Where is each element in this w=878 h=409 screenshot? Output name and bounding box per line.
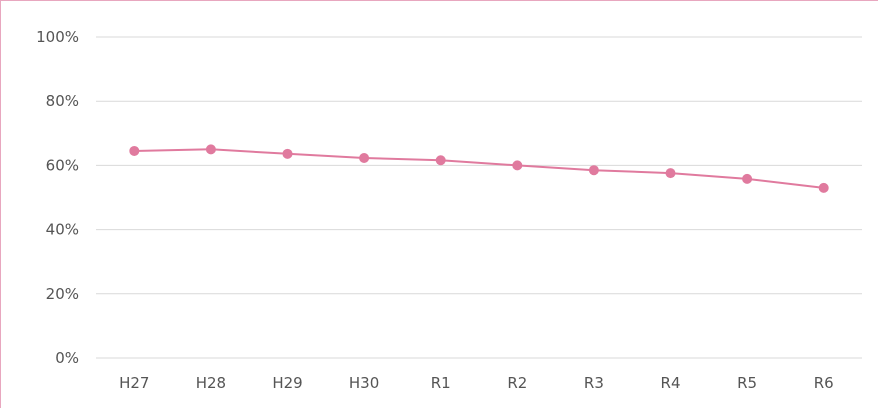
x-tick-label: R6 bbox=[814, 374, 834, 392]
x-tick-label: H29 bbox=[272, 374, 302, 392]
x-tick-label: H30 bbox=[349, 374, 379, 392]
data-point-H27 bbox=[129, 145, 140, 156]
x-tick-label: R5 bbox=[737, 374, 757, 392]
data-point-R1 bbox=[435, 155, 446, 166]
y-tick-label: 60% bbox=[46, 156, 79, 174]
series-lines bbox=[134, 148, 824, 189]
x-tick-label: R4 bbox=[661, 374, 681, 392]
data-point-H30 bbox=[359, 153, 370, 164]
data-point-R5 bbox=[742, 173, 753, 184]
series-points bbox=[129, 144, 829, 193]
data-point-R4 bbox=[665, 168, 676, 179]
x-tick-label: H28 bbox=[196, 374, 226, 392]
y-tick-label: 0% bbox=[55, 349, 79, 367]
x-tick-label: H27 bbox=[119, 374, 149, 392]
y-tick-label: 20% bbox=[46, 285, 79, 303]
data-point-R6 bbox=[818, 182, 829, 193]
x-axis-tick-labels: H27 H28 H29 H30 R1 R2 R3 R4 R5 R6 bbox=[119, 374, 834, 392]
y-axis-tick-labels: 0% 20% 40% 60% 80% 100% bbox=[36, 28, 79, 367]
y-tick-label: 40% bbox=[46, 221, 79, 239]
data-point-R2 bbox=[512, 160, 523, 171]
data-point-R3 bbox=[588, 165, 599, 176]
data-point-H29 bbox=[282, 148, 293, 159]
x-tick-label: R3 bbox=[584, 374, 604, 392]
y-tick-label: 80% bbox=[46, 92, 79, 110]
data-point-H28 bbox=[205, 144, 216, 155]
series-line bbox=[134, 148, 824, 189]
gridlines bbox=[96, 36, 862, 359]
x-tick-label: R2 bbox=[507, 374, 527, 392]
y-tick-label: 100% bbox=[36, 28, 79, 46]
x-tick-label: R1 bbox=[431, 374, 451, 392]
